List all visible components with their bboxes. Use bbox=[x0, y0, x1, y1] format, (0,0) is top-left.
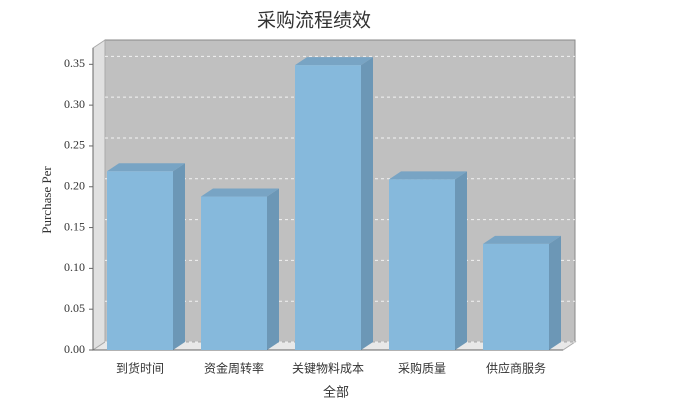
bar bbox=[389, 179, 455, 350]
x-tick-label: 采购质量 bbox=[398, 361, 446, 376]
x-tick-label: 供应商服务 bbox=[486, 361, 546, 376]
y-tick-label: 0.05 bbox=[64, 301, 85, 315]
y-tick-label: 0.00 bbox=[64, 342, 85, 356]
x-tick-label: 资金周转率 bbox=[204, 361, 264, 376]
bar-side bbox=[455, 171, 467, 350]
bar bbox=[295, 65, 361, 351]
x-tick-label: 到货时间 bbox=[116, 361, 164, 376]
bar-top bbox=[107, 163, 185, 172]
bar-top bbox=[295, 57, 373, 66]
bar bbox=[107, 171, 173, 350]
bar bbox=[201, 196, 267, 350]
bar-side bbox=[173, 163, 185, 350]
y-axis-label: Purchase Per bbox=[39, 166, 54, 234]
y-tick-label: 0.25 bbox=[64, 138, 85, 152]
y-tick-label: 0.35 bbox=[64, 56, 85, 70]
bar-side bbox=[549, 235, 561, 350]
side-wall bbox=[92, 39, 106, 351]
x-axis-label: 全部 bbox=[323, 385, 349, 401]
y-tick-label: 0.15 bbox=[64, 219, 85, 233]
y-tick-label: 0.10 bbox=[64, 260, 85, 274]
bar-top bbox=[389, 171, 467, 180]
y-tick-label: 0.20 bbox=[64, 179, 85, 193]
bar-side bbox=[267, 188, 279, 350]
y-tick-label: 0.30 bbox=[64, 97, 85, 111]
chart-title: 采购流程绩效 bbox=[257, 10, 371, 32]
bar-top bbox=[483, 235, 561, 244]
bar-side bbox=[361, 57, 373, 351]
bar bbox=[483, 243, 549, 350]
bar-top bbox=[201, 188, 279, 197]
x-tick-label: 关键物料成本 bbox=[292, 362, 364, 376]
